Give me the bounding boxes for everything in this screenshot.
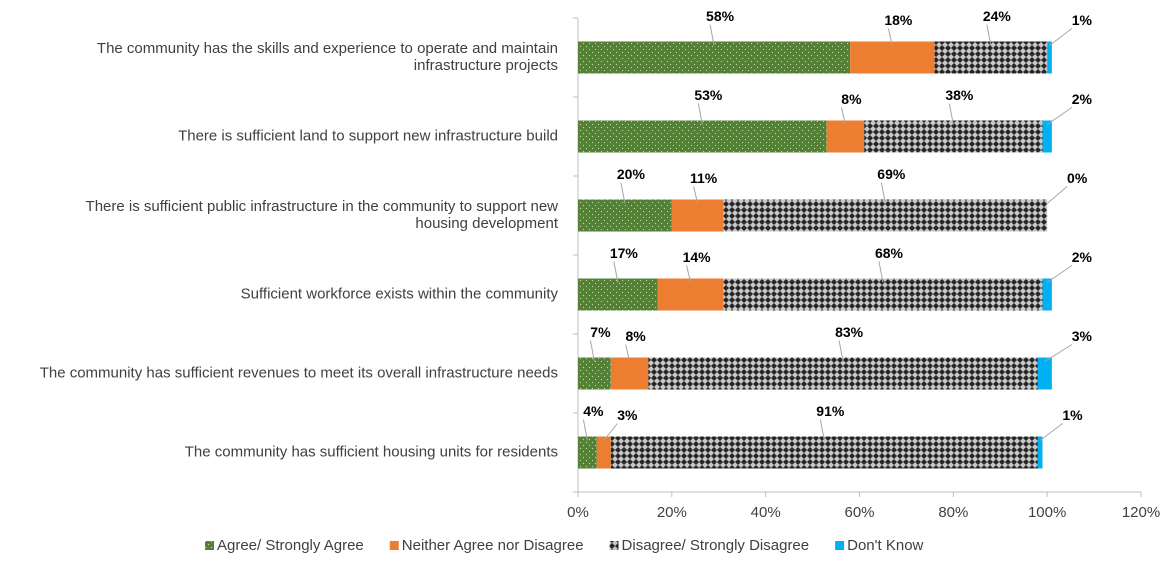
leader-line <box>819 419 825 441</box>
leader-line <box>887 28 893 46</box>
bar-segment <box>850 41 935 74</box>
value-label: 7% <box>590 324 611 340</box>
legend-label: Don't Know <box>847 537 923 554</box>
bar-segment <box>1042 278 1052 311</box>
bar-segment <box>596 436 611 469</box>
leader-line <box>1049 28 1073 46</box>
x-tick-label: 100% <box>1028 504 1066 521</box>
value-label: 68% <box>875 245 904 261</box>
value-label: 58% <box>706 8 735 24</box>
bar-segment <box>723 199 1048 232</box>
value-label: 11% <box>690 170 718 186</box>
leader-line <box>686 265 692 283</box>
value-label: 17% <box>610 245 639 261</box>
bar-segment <box>578 199 672 232</box>
leader-line <box>1046 107 1073 125</box>
value-label: 3% <box>1072 328 1093 344</box>
category-label: The community has sufficient revenues to… <box>40 364 558 381</box>
bar-segment <box>578 357 611 390</box>
bar-segment <box>578 120 827 153</box>
value-label: 14% <box>683 249 712 265</box>
leader-line <box>1044 344 1073 362</box>
leader-line <box>697 103 703 125</box>
leader-line <box>709 24 715 46</box>
legend-label: Neither Agree nor Disagree <box>402 537 584 554</box>
leader-line <box>880 182 886 204</box>
leader-line <box>948 103 954 125</box>
bar-segment <box>864 120 1043 153</box>
x-tick-label: 0% <box>567 504 589 521</box>
value-label: 1% <box>1072 12 1093 28</box>
value-label: 69% <box>877 166 906 182</box>
value-label: 20% <box>617 166 646 182</box>
leader-line <box>620 182 626 204</box>
leader-line <box>1046 265 1073 283</box>
leader-line <box>878 261 884 283</box>
legend-swatch <box>389 541 399 550</box>
value-label: 18% <box>884 12 913 28</box>
value-label: 0% <box>1067 170 1088 186</box>
x-tick-label: 40% <box>751 504 781 521</box>
value-label: 8% <box>841 91 862 107</box>
value-label: 91% <box>816 403 845 419</box>
x-tick-label: 20% <box>657 504 687 521</box>
bar-segment <box>723 278 1043 311</box>
leader-line <box>613 261 619 283</box>
leader-line <box>589 340 595 362</box>
value-label: 2% <box>1072 249 1093 265</box>
legend-label: Disagree/ Strongly Disagree <box>622 537 810 554</box>
bar-segment <box>610 436 1038 469</box>
value-label: 38% <box>945 87 974 103</box>
value-label: 53% <box>694 87 723 103</box>
legend-swatch <box>835 541 845 550</box>
category-label: There is sufficient public infrastructur… <box>86 198 559 232</box>
bar-segment <box>610 357 649 390</box>
leader-line <box>582 419 588 441</box>
bar-segment <box>1042 120 1052 153</box>
legend: Agree/ Strongly Agree Neither Agree nor D… <box>205 537 924 554</box>
x-tick-label: 60% <box>844 504 874 521</box>
value-label: 1% <box>1062 407 1083 423</box>
bar-segment <box>578 436 597 469</box>
value-label: 24% <box>983 8 1012 24</box>
value-label: 83% <box>835 324 864 340</box>
leader-line <box>986 24 992 46</box>
category-label: Sufficient workforce exists within the c… <box>241 285 559 302</box>
value-label: 3% <box>617 407 638 423</box>
bar-segment <box>578 41 851 74</box>
leader-line <box>840 107 846 125</box>
legend-swatch <box>205 541 214 550</box>
value-label: 2% <box>1072 91 1093 107</box>
bar-segment <box>1037 436 1043 469</box>
bar-segment <box>657 278 724 311</box>
legend-label: Agree/ Strongly Agree <box>217 537 364 554</box>
leader-line <box>1039 423 1063 441</box>
bar-segment <box>934 41 1048 74</box>
value-label: 8% <box>625 328 646 344</box>
value-label: 4% <box>583 403 604 419</box>
category-label: The community has sufficient housing uni… <box>185 443 558 460</box>
bar-segment <box>1047 41 1052 74</box>
category-label: There is sufficient land to support new … <box>178 127 558 144</box>
leader-line <box>603 423 618 441</box>
leader-line <box>693 186 699 204</box>
bar-segment <box>671 199 724 232</box>
bar-segment <box>826 120 865 153</box>
leader-line <box>1046 186 1068 204</box>
leader-line <box>625 344 631 362</box>
bar-segment <box>648 357 1038 390</box>
legend-swatch <box>609 541 619 550</box>
leader-line <box>838 340 844 362</box>
category-label: The community has the skills and experie… <box>97 40 558 74</box>
x-tick-label: 120% <box>1122 504 1160 521</box>
bar-segment <box>1037 357 1052 390</box>
bar-segment <box>578 278 658 311</box>
x-tick-label: 80% <box>938 504 968 521</box>
